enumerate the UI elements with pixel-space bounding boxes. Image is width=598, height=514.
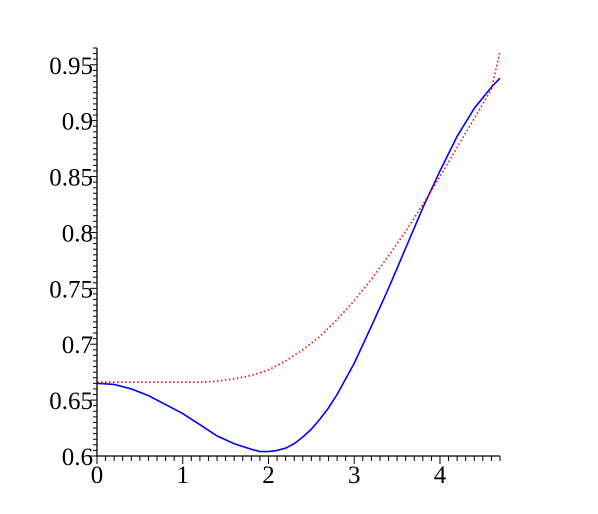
tick-labels-layer: 0.6 0.65 0.7 0.75 0.8 0.85 0.9 0.95 0 1 2 3 4 — [49, 53, 446, 489]
y-tick-label: 0.75 — [49, 276, 93, 303]
y-tick-label: 0.7 — [62, 332, 93, 359]
y-tick-label: 0.85 — [49, 165, 93, 192]
x-tick-label: 2 — [262, 462, 275, 489]
series-line-1 — [96, 77, 501, 453]
y-tick-label: 0.9 — [62, 109, 93, 136]
y-tick-label: 0.6 — [62, 444, 93, 471]
x-tick-label: 1 — [176, 462, 189, 489]
x-tick-label: 0 — [91, 462, 104, 489]
y-tick-label: 0.8 — [62, 220, 93, 247]
y-tick-label: 0.65 — [49, 388, 93, 415]
x-tick-label: 4 — [434, 462, 447, 489]
ticks-layer — [90, 47, 501, 464]
x-tick-label: 3 — [348, 462, 361, 489]
axes-layer — [96, 48, 500, 457]
series-layer — [96, 51, 501, 453]
series-line-2 — [97, 51, 501, 384]
y-tick-label: 0.95 — [49, 53, 93, 80]
